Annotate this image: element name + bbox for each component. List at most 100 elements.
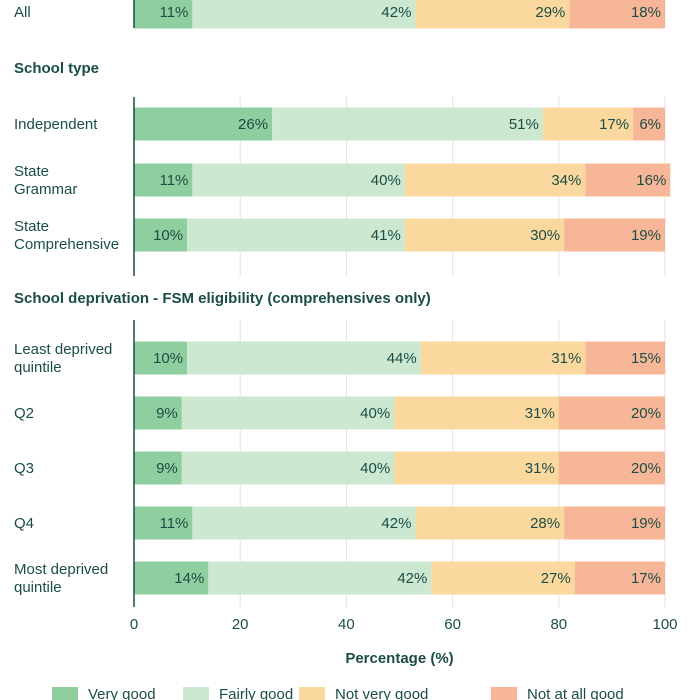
- bar-segment: [569, 0, 665, 29]
- data-label: 17%: [631, 570, 661, 587]
- bar-segment: [187, 341, 421, 375]
- legend-label: Not at all good: [527, 686, 624, 700]
- bar-segment: [585, 341, 665, 375]
- category-label: Independent: [14, 116, 98, 133]
- legend-label: Very good: [88, 686, 156, 700]
- data-label: 10%: [153, 227, 183, 244]
- category-label: Q2: [14, 405, 34, 422]
- bar-segment: [431, 561, 575, 595]
- category-label: Least deprived: [14, 341, 112, 358]
- data-label: 51%: [509, 116, 539, 133]
- bar-segment: [404, 218, 565, 252]
- legend-swatch: [183, 687, 209, 700]
- data-label: 9%: [156, 405, 178, 422]
- data-label: 29%: [535, 4, 565, 21]
- bar-segment: [564, 218, 665, 252]
- data-label: 31%: [551, 350, 581, 367]
- data-label: 40%: [371, 172, 401, 189]
- bar-segment: [415, 0, 570, 29]
- data-label: 31%: [525, 405, 555, 422]
- category-label: Grammar: [14, 181, 77, 198]
- x-tick-label: 0: [130, 616, 138, 633]
- bar-segment: [134, 506, 193, 540]
- category-label: Comprehensive: [14, 236, 119, 253]
- category-label: Q4: [14, 515, 34, 532]
- bar-segment: [181, 396, 395, 430]
- category-label: State: [14, 218, 49, 235]
- x-tick-label: 100: [652, 616, 677, 633]
- x-tick-label: 20: [232, 616, 249, 633]
- data-label: 31%: [525, 460, 555, 477]
- category-label: Most deprived: [14, 561, 108, 578]
- bar-segment: [420, 341, 586, 375]
- data-label: 42%: [381, 4, 411, 21]
- data-label: 20%: [631, 460, 661, 477]
- bar-segment: [192, 506, 416, 540]
- bar-segment: [574, 561, 665, 595]
- x-tick-label: 60: [444, 616, 461, 633]
- data-label: 30%: [530, 227, 560, 244]
- bar-segment: [558, 396, 665, 430]
- bar-segment: [192, 163, 405, 197]
- bar-segment: [564, 506, 665, 540]
- section-title: School type: [14, 60, 99, 77]
- category-label: Q3: [14, 460, 34, 477]
- data-label: 11%: [159, 515, 188, 532]
- bar-segment: [134, 396, 182, 430]
- bar-segment: [181, 451, 395, 485]
- data-label: 10%: [153, 350, 183, 367]
- bar-segment: [633, 107, 665, 141]
- data-label: 42%: [397, 570, 427, 587]
- bar-segment: [404, 163, 586, 197]
- bar-segment: [394, 396, 559, 430]
- legend-swatch: [491, 687, 517, 700]
- bar-segment: [542, 107, 634, 141]
- bar-segment: [134, 451, 182, 485]
- legend-swatch: [52, 687, 78, 700]
- data-label: 42%: [381, 515, 411, 532]
- category-label: quintile: [14, 579, 62, 596]
- bar-segment: [187, 218, 405, 252]
- data-label: 15%: [631, 350, 661, 367]
- bar-segment: [272, 107, 543, 141]
- data-label: 9%: [156, 460, 178, 477]
- bar-segment: [134, 107, 273, 141]
- data-label: 16%: [636, 172, 666, 189]
- data-label: 40%: [360, 405, 390, 422]
- bar-segment: [558, 451, 665, 485]
- bar-segment: [134, 561, 209, 595]
- data-label: 6%: [639, 116, 661, 133]
- data-label: 34%: [551, 172, 581, 189]
- data-label: 40%: [360, 460, 390, 477]
- data-label: 19%: [631, 227, 661, 244]
- category-label: quintile: [14, 359, 62, 376]
- data-label: 44%: [387, 350, 417, 367]
- data-label: 11%: [159, 172, 188, 189]
- data-label: 17%: [599, 116, 629, 133]
- data-label: 11%: [159, 4, 188, 21]
- legend-label: Fairly good: [219, 686, 293, 700]
- legend-label: Not very good: [335, 686, 428, 700]
- bar-segment: [134, 218, 188, 252]
- data-label: 19%: [631, 515, 661, 532]
- data-label: 28%: [530, 515, 560, 532]
- data-label: 41%: [371, 227, 401, 244]
- bar-segment: [134, 341, 188, 375]
- bar-segment: [585, 163, 671, 197]
- data-label: 20%: [631, 405, 661, 422]
- x-tick-label: 40: [338, 616, 355, 633]
- data-label: 26%: [238, 116, 268, 133]
- section-title: School deprivation - FSM eligibility (co…: [14, 290, 431, 307]
- bar-segment: [134, 163, 193, 197]
- legend-swatch: [299, 687, 325, 700]
- bar-segment: [208, 561, 432, 595]
- bar-segment: [415, 506, 565, 540]
- data-label: 27%: [541, 570, 571, 587]
- bar-segment: [192, 0, 416, 29]
- bar-segment: [134, 0, 193, 29]
- data-label: 14%: [174, 570, 204, 587]
- data-label: 18%: [631, 4, 661, 21]
- bar-segment: [394, 451, 559, 485]
- x-tick-label: 80: [550, 616, 567, 633]
